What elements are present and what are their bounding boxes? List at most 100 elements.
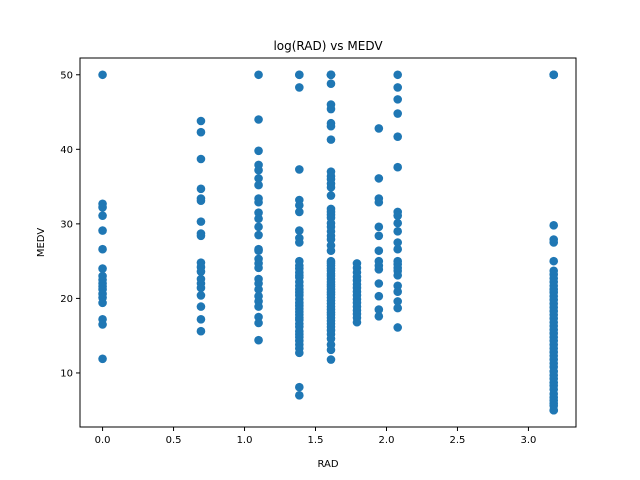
data-point [254,230,263,240]
data-point [295,207,304,217]
data-point [326,183,336,192]
data-point [196,326,206,336]
y-tick-label: 10 [60,368,73,379]
data-point [549,221,559,230]
data-point [254,165,263,175]
data-point [196,267,206,276]
data-point [196,127,206,137]
data-point [352,317,362,327]
data-point [374,246,384,255]
data-point [374,231,384,241]
data-point [295,70,304,80]
data-point [393,83,403,92]
data-point [295,83,304,92]
data-point [196,302,206,311]
data-point [254,318,263,328]
data-point [374,265,384,274]
chart-title: log(RAD) vs MEDV [273,39,383,53]
data-point [326,104,336,114]
data-point [393,303,403,313]
data-point [326,121,336,131]
data-point [295,165,304,174]
data-point [326,70,336,80]
x-tick-label: 3.0 [520,435,536,446]
data-point [254,174,263,183]
y-axis-label: MEDV [36,228,47,257]
data-point [393,271,403,280]
data-point [549,238,559,247]
data-point [393,218,403,228]
data-point [98,354,107,364]
data-point [196,116,206,126]
data-point [326,345,336,355]
data-point [326,334,336,343]
x-tick-label: 2.0 [379,435,395,446]
data-point [295,391,304,400]
data-point [98,320,107,329]
data-point [549,405,559,415]
data-point [196,314,206,324]
data-point [254,115,263,124]
data-point [374,279,384,288]
data-point [98,264,107,273]
data-point [254,180,263,190]
data-point [393,238,403,247]
data-point [393,70,403,80]
y-axis-ticks: 10 20 30 40 50 [60,70,80,379]
x-tick-label: 0.5 [166,435,182,446]
data-point [254,214,263,223]
data-point [295,382,304,392]
data-point [254,279,263,288]
data-point [326,355,336,364]
plot-frame [79,57,577,428]
data-point [393,297,403,306]
data-point [196,217,206,226]
y-tick-label: 50 [60,70,73,81]
data-point [393,244,403,254]
data-point [393,281,403,291]
y-tick-label: 20 [60,294,73,305]
data-point [374,197,384,207]
data-point [326,246,336,255]
data-point [196,184,206,194]
data-point [374,312,384,321]
data-point [254,70,263,80]
data-point [196,231,206,241]
data-point [393,287,403,297]
data-point [254,246,263,255]
x-tick-label: 1.5 [308,435,324,446]
data-point [326,191,336,200]
data-point [295,238,304,247]
x-axis-ticks: 0.0 0.5 1.0 1.5 2.0 2.5 3.0 [95,427,536,446]
data-point [374,174,384,183]
data-point [393,95,403,104]
data-point [98,203,107,212]
data-point [326,235,336,244]
data-point [295,200,304,210]
data-point [326,135,336,144]
x-tick-label: 2.5 [450,435,466,446]
data-points [98,70,559,415]
data-point [326,79,336,89]
y-tick-label: 40 [60,145,73,156]
data-point [295,226,304,235]
data-point [254,302,263,311]
data-point [254,222,263,232]
data-point [98,226,107,235]
data-point [254,208,263,217]
x-tick-label: 0.0 [95,435,111,446]
data-point [549,256,559,266]
data-point [254,335,263,345]
data-point [196,283,206,293]
data-point [98,211,107,220]
data-point [393,162,403,172]
data-point [374,222,384,232]
data-point [393,323,403,332]
data-point [98,70,107,80]
data-point [196,196,206,206]
data-point [549,70,559,80]
x-axis-label: RAD [317,459,338,470]
data-point [196,291,206,300]
